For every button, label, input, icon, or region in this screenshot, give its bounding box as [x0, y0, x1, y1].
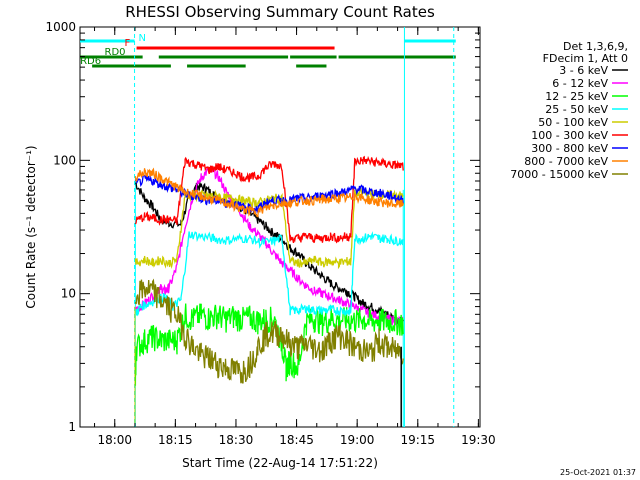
series-line-2 [134, 303, 404, 386]
legend-label-0: 3 - 6 keV [559, 64, 608, 77]
series-line-8 [134, 278, 404, 384]
legend-header-0: Det 1,3,6,9, [563, 40, 628, 53]
flag-rd0-label: RD0 [105, 47, 126, 58]
y-tick-label-3: 1000 [45, 20, 76, 34]
legend-header-1: FDecim 1, Att 0 [543, 52, 628, 65]
legend-label-7: 800 - 7000 keV [524, 155, 608, 168]
legend-label-3: 25 - 50 keV [545, 103, 608, 116]
series-line-5 [134, 155, 404, 244]
flag-f-label: F [125, 38, 131, 49]
series-line-1 [135, 165, 404, 326]
legend-label-8: 7000 - 15000 keV [510, 168, 608, 181]
x-tick-label-2: 18:30 [219, 433, 254, 447]
plot-frame [79, 26, 481, 428]
y-axis: 1 10 100 1000 [45, 20, 480, 434]
chart-title: RHESSI Observing Summary Count Rates [125, 3, 435, 21]
legend-label-1: 6 - 12 keV [552, 77, 608, 90]
y-tick-label-2: 100 [53, 153, 76, 167]
x-tick-label-6: 19:30 [461, 433, 496, 447]
series-lines [134, 155, 404, 427]
legend-label-2: 12 - 25 keV [545, 90, 608, 103]
flag-n-label: N [139, 33, 146, 44]
y-tick-label-0: 1 [68, 420, 76, 434]
legend-label-4: 50 - 100 keV [538, 116, 608, 129]
legend-label-5: 100 - 300 keV [531, 129, 608, 142]
x-tick-label-0: 18:00 [97, 433, 132, 447]
legend-label-6: 300 - 800 keV [531, 142, 608, 155]
x-tick-label-5: 19:15 [400, 433, 435, 447]
x-tick-label-4: 19:00 [340, 433, 375, 447]
x-tick-label-1: 18:15 [158, 433, 193, 447]
x-axis-label: Start Time (22-Aug-14 17:51:22) [182, 456, 378, 470]
series-line-6 [134, 174, 404, 215]
series-line-0 [134, 182, 404, 327]
y-axis-label: Count Rate (s⁻¹ detector⁻¹) [24, 145, 38, 308]
x-tick-label-3: 18:45 [279, 433, 314, 447]
y-tick-label-1: 10 [61, 287, 76, 301]
series-line-7 [134, 167, 404, 218]
generated-timestamp: 25-Oct-2021 01:37 [560, 468, 636, 477]
flag-rd6-label: RD6 [80, 56, 101, 67]
x-axis: 18:00 18:15 18:30 18:45 19:00 19:15 19:30 [94, 27, 496, 447]
